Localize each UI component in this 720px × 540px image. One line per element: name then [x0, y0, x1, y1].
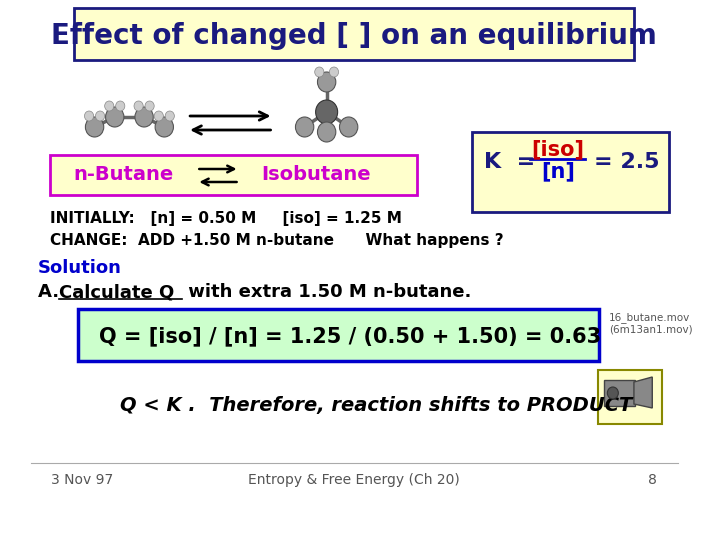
Text: 16_butane.mov: 16_butane.mov: [609, 313, 690, 323]
FancyBboxPatch shape: [472, 132, 669, 212]
Circle shape: [318, 122, 336, 142]
Text: Calculate Q: Calculate Q: [59, 283, 174, 301]
Circle shape: [608, 387, 618, 399]
FancyBboxPatch shape: [78, 309, 599, 361]
Circle shape: [134, 101, 143, 111]
Circle shape: [315, 67, 324, 77]
Circle shape: [86, 117, 104, 137]
Text: CHANGE:  ADD +1.50 M n-butane      What happens ?: CHANGE: ADD +1.50 M n-butane What happen…: [50, 233, 503, 247]
Circle shape: [84, 111, 94, 121]
Circle shape: [295, 117, 314, 137]
Text: 8: 8: [648, 473, 657, 487]
Circle shape: [318, 72, 336, 92]
Circle shape: [315, 100, 338, 124]
Text: n-Butane: n-Butane: [73, 165, 173, 185]
Text: 3 Nov 97: 3 Nov 97: [51, 473, 114, 487]
Text: Isobutane: Isobutane: [261, 165, 371, 185]
Circle shape: [116, 101, 125, 111]
Circle shape: [155, 117, 174, 137]
Circle shape: [154, 111, 163, 121]
Circle shape: [339, 117, 358, 137]
Text: Solution: Solution: [37, 259, 122, 277]
Text: (6m13an1.mov): (6m13an1.mov): [609, 325, 693, 335]
Text: K  =: K =: [485, 152, 536, 172]
Circle shape: [145, 101, 154, 111]
Text: Q = [iso] / [n] = 1.25 / (0.50 + 1.50) = 0.63: Q = [iso] / [n] = 1.25 / (0.50 + 1.50) =…: [99, 326, 600, 346]
Circle shape: [106, 107, 124, 127]
Text: [iso]: [iso]: [531, 139, 585, 159]
Circle shape: [329, 67, 338, 77]
Circle shape: [104, 101, 114, 111]
FancyBboxPatch shape: [598, 370, 662, 424]
FancyBboxPatch shape: [74, 8, 634, 60]
Text: Q < K .  Therefore, reaction shifts to PRODUCT: Q < K . Therefore, reaction shifts to PR…: [120, 396, 632, 415]
FancyBboxPatch shape: [603, 380, 635, 406]
Text: INITIALLY:   [n] = 0.50 M     [iso] = 1.25 M: INITIALLY: [n] = 0.50 M [iso] = 1.25 M: [50, 211, 402, 226]
Text: with extra 1.50 M n-butane.: with extra 1.50 M n-butane.: [181, 283, 471, 301]
Polygon shape: [634, 377, 652, 408]
Text: [n]: [n]: [541, 161, 575, 181]
Circle shape: [165, 111, 174, 121]
Text: Entropy & Free Energy (Ch 20): Entropy & Free Energy (Ch 20): [248, 473, 460, 487]
Text: Effect of changed [ ] on an equilibrium: Effect of changed [ ] on an equilibrium: [51, 22, 657, 50]
FancyBboxPatch shape: [50, 155, 417, 195]
Circle shape: [135, 107, 153, 127]
Text: = 2.5: = 2.5: [595, 152, 660, 172]
Text: A.: A.: [37, 283, 65, 301]
Circle shape: [96, 111, 104, 121]
